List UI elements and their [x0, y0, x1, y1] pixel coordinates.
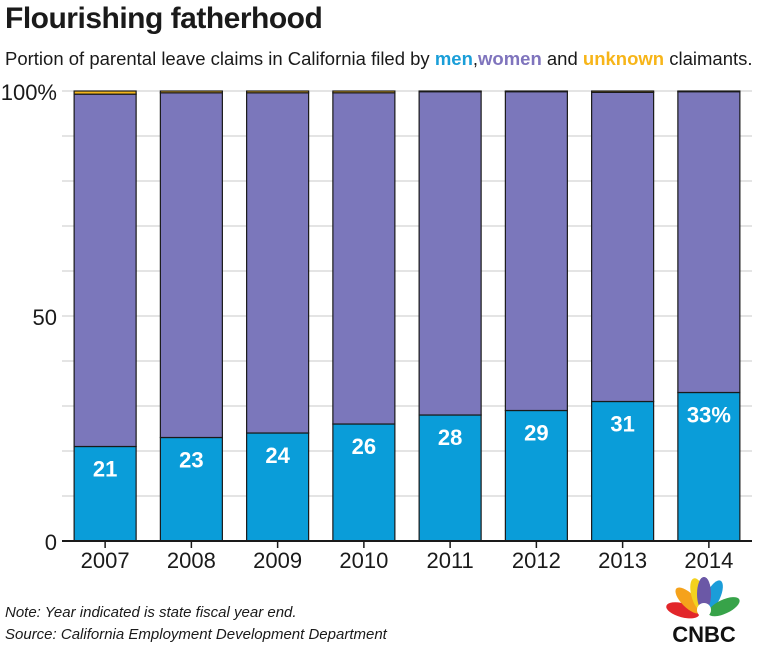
bar-unknown — [73, 90, 137, 95]
subtitle-suffix: claimants. — [664, 48, 753, 69]
bar-unknown — [159, 90, 223, 94]
legend-men: men — [434, 48, 473, 69]
x-tick-label: 2011 — [426, 548, 473, 573]
bar-value-label: 28 — [438, 425, 462, 450]
bar-men — [418, 414, 482, 542]
bar-unknown — [591, 90, 655, 93]
x-tick-label: 2013 — [598, 548, 647, 573]
bar-unknown — [246, 90, 310, 94]
bar-women — [246, 92, 310, 434]
bar-women — [677, 90, 741, 394]
bar-value-label: 23 — [179, 448, 203, 473]
x-tick-label: 2014 — [684, 548, 733, 573]
bar-value-label: 24 — [265, 443, 290, 468]
bar-unknown — [332, 90, 396, 94]
bar-unknown — [504, 90, 568, 93]
y-tick-label: 100% — [1, 80, 57, 105]
legend-unknown: unknown — [582, 48, 665, 69]
bar-women — [504, 90, 568, 412]
source-text: Source: California Employment Developmen… — [5, 626, 387, 643]
cnbc-peacock-icon: CNBC — [666, 577, 740, 644]
bar-unknown — [418, 90, 482, 93]
y-tick-label: 50 — [33, 305, 57, 330]
x-tick-label: 2010 — [339, 548, 388, 573]
bar-value-label: 33% — [687, 403, 731, 428]
stacked-bar-chart: 0 50 100% 21 2007 23 2008 24 2009 26 2010 28 2011 29 2… — [1, 80, 752, 573]
chart-title: Flourishing fatherhood — [5, 2, 323, 35]
bar-unknown — [677, 90, 741, 93]
bar-men — [332, 423, 396, 542]
bar-women — [418, 90, 482, 416]
x-tick-label: 2009 — [253, 548, 302, 573]
bar-men — [73, 445, 137, 542]
x-tick-label: 2008 — [167, 548, 216, 573]
x-tick-label: 2012 — [512, 548, 561, 573]
bar-value-label: 29 — [524, 421, 548, 446]
bar-women — [159, 92, 223, 439]
bar-value-label: 26 — [352, 434, 376, 459]
x-tick-label: 2007 — [81, 548, 130, 573]
bar-women — [73, 93, 137, 448]
bar-men — [677, 391, 741, 542]
subtitle-and: and — [541, 48, 583, 69]
legend-women: women — [478, 48, 542, 69]
chart-subtitle: Portion of parental leave claims in Cali… — [5, 48, 753, 70]
cnbc-logo-text: CNBC — [672, 622, 736, 644]
y-tick-label: 0 — [45, 530, 57, 555]
bar-women — [332, 92, 396, 425]
note-text: Note: Year indicated is state fiscal yea… — [5, 604, 297, 621]
bar-value-label: 21 — [93, 457, 117, 482]
subtitle-prefix: Portion of parental leave claims in Cali… — [5, 48, 435, 69]
bar-men — [504, 409, 568, 542]
bar-value-label: 31 — [610, 412, 634, 437]
bar-women — [591, 91, 655, 403]
subtitle-separator: , — [472, 48, 479, 69]
